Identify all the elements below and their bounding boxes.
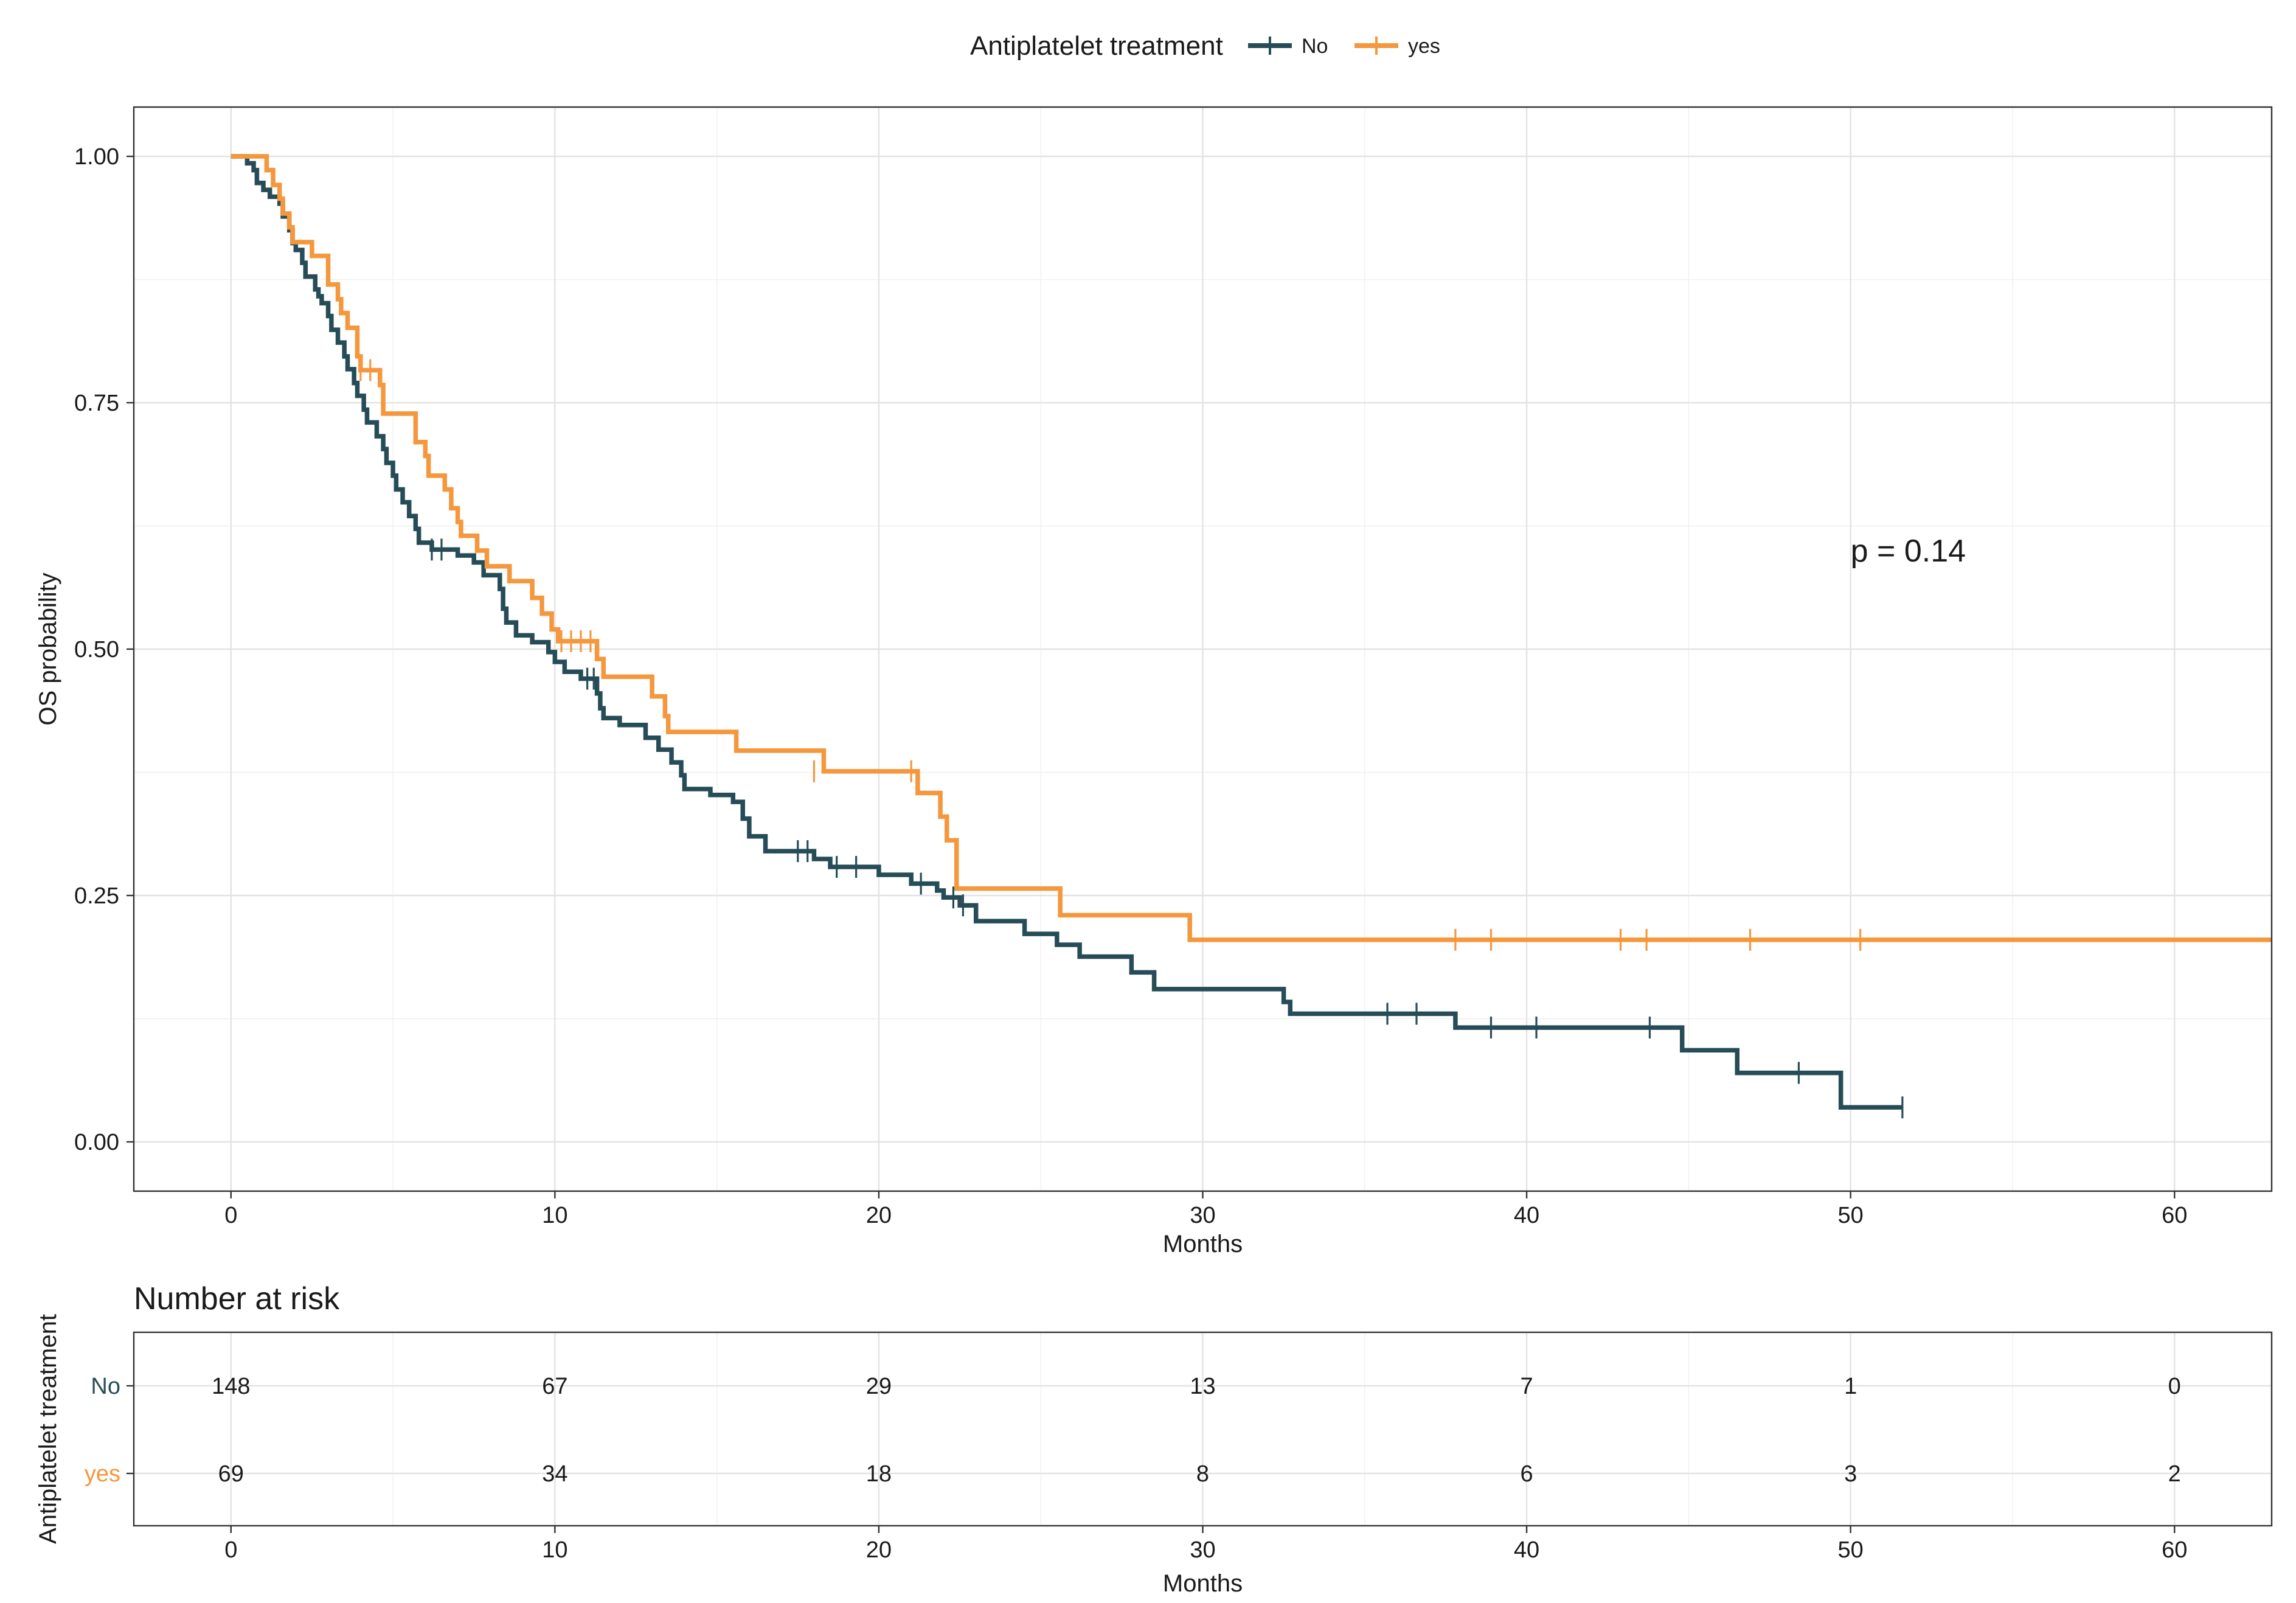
x-axis-tick-label: 30 [1190, 1203, 1215, 1228]
y-axis-tick-label: 0.50 [74, 637, 119, 662]
risk-x-axis-tick-label: 50 [1838, 1537, 1864, 1563]
y-axis-title: OS probability [35, 572, 61, 725]
risk-table-y-axis-title: Antiplatelet treatment [35, 1314, 61, 1544]
risk-count-yes: 34 [542, 1461, 567, 1487]
y-axis-tick-label: 0.00 [74, 1130, 119, 1155]
legend-title: Antiplatelet treatment [970, 31, 1223, 61]
risk-x-axis-tick-label: 60 [2162, 1537, 2187, 1563]
risk-count-no: 13 [1190, 1374, 1215, 1399]
risk-count-yes: 6 [1521, 1461, 1533, 1487]
survival-plot-axes: 0 10 20 30 40 50 60 0.00 0.25 0.50 0.75 1.00 [74, 144, 2187, 1228]
x-axis-tick-label: 60 [2162, 1203, 2187, 1228]
series-no [231, 154, 1904, 1119]
x-axis-tick-label: 10 [542, 1203, 567, 1228]
risk-table-panel: Number at risk 148 67 29 13 7 1 069 34 18 8 6 3 2 No… [35, 1281, 2273, 1597]
y-axis-tick-label: 1.00 [74, 144, 119, 170]
risk-row-label-no: No [91, 1374, 120, 1399]
risk-table-grid [134, 1332, 2272, 1526]
km-curve-yes [231, 154, 2272, 942]
x-axis-tick-label: 40 [1514, 1203, 1539, 1228]
legend-label-no: No [1302, 35, 1328, 58]
risk-count-no: 0 [2168, 1374, 2181, 1399]
x-axis-title: Months [1163, 1231, 1243, 1257]
legend-key-no: No [1248, 35, 1328, 58]
y-axis-tick-label: 0.75 [74, 391, 119, 416]
survival-plot-panel: 0 10 20 30 40 50 60 0.00 0.25 0.50 0.75 1.00 Months… [35, 106, 2273, 1257]
risk-row-no: 148 67 29 13 7 1 0 [212, 1374, 2181, 1399]
legend-key-yes: yes [1354, 35, 1440, 58]
series-yes [231, 154, 2272, 951]
risk-count-yes: 2 [2168, 1461, 2181, 1487]
risk-count-yes: 69 [218, 1461, 244, 1487]
risk-count-yes: 8 [1196, 1461, 1209, 1487]
risk-count-no: 1 [1844, 1374, 1857, 1399]
risk-row-yes: 69 34 18 8 6 3 2 [218, 1461, 2181, 1487]
x-axis-tick-label: 20 [866, 1203, 892, 1228]
legend-label-yes: yes [1408, 35, 1440, 58]
survival-plot-grid [134, 107, 2272, 1191]
risk-count-no: 148 [212, 1374, 250, 1399]
risk-count-yes: 18 [866, 1461, 892, 1487]
risk-table-x-axis-title: Months [1163, 1570, 1243, 1597]
x-axis-tick-label: 50 [1838, 1203, 1864, 1228]
x-axis-tick-label: 0 [224, 1203, 237, 1228]
risk-count-yes: 3 [1844, 1461, 1857, 1487]
risk-count-no: 67 [542, 1374, 567, 1399]
risk-x-axis-tick-label: 0 [224, 1537, 237, 1563]
risk-x-axis-tick-label: 20 [866, 1537, 892, 1563]
risk-x-axis-tick-label: 30 [1190, 1537, 1215, 1563]
risk-x-axis-tick-label: 10 [542, 1537, 567, 1563]
y-axis-tick-label: 0.25 [74, 883, 119, 909]
risk-x-axis-tick-label: 40 [1514, 1537, 1539, 1563]
risk-table-title: Number at risk [134, 1281, 340, 1316]
risk-count-no: 7 [1521, 1374, 1533, 1399]
risk-count-no: 29 [866, 1374, 892, 1399]
legend: Antiplatelet treatment No yes [970, 31, 1440, 61]
survival-curves [231, 154, 2272, 1119]
risk-row-label-yes: yes [85, 1461, 120, 1487]
p-value-annotation: p = 0.14 [1851, 534, 1966, 569]
km-curve-no [231, 154, 1902, 1110]
risk-table-cells: 148 67 29 13 7 1 0 69 34 18 8 6 3 2 [212, 1374, 2181, 1487]
